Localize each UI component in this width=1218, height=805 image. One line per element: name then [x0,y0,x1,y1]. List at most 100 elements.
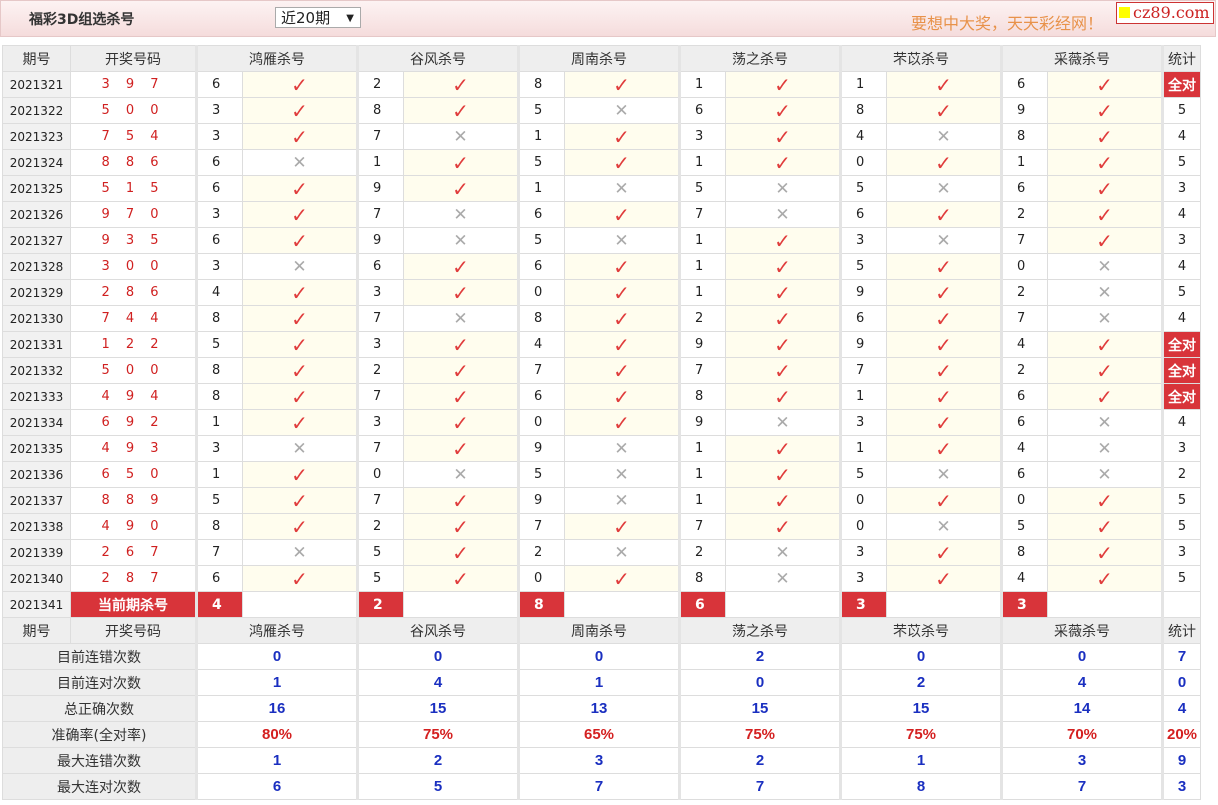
current-kill-number: 6 [678,591,726,618]
kill-number: 8 [1000,539,1048,566]
stat-cell: 5 [1161,513,1201,540]
period-cell: 2021334 [2,409,71,436]
col-expert: 周南杀号 [517,617,680,644]
kill-number: 5 [195,487,243,514]
stats-value: 0 [839,643,1002,670]
kill-number: 6 [356,253,404,280]
period-cell: 2021325 [2,175,71,202]
stats-value: 4 [1000,669,1163,696]
kill-number: 9 [1000,97,1048,124]
check-icon: ✓ [886,279,1002,306]
kill-number: 1 [356,149,404,176]
draw-number: 6 9 2 [70,409,197,436]
kill-number: 7 [356,305,404,332]
stats-value: 1 [195,747,358,774]
logo-square-icon [1119,7,1130,18]
stat-cell: 5 [1161,97,1201,124]
kill-number: 4 [1000,331,1048,358]
kill-number: 7 [1000,305,1048,332]
kill-number: 7 [356,201,404,228]
kill-number: 8 [678,383,726,410]
stat-cell: 3 [1161,175,1201,202]
site-logo[interactable]: cz89.com [1116,2,1214,24]
period-cell: 2021322 [2,97,71,124]
stats-value: 3 [1000,747,1163,774]
cross-icon: ✕ [242,253,358,280]
logo-text: cz89.com [1133,3,1210,22]
stats-value: 1 [195,669,358,696]
kill-number-table: 期号 开奖号码 鸿雁杀号 谷风杀号 周南杀号 荡之杀号 芣苡杀号 采薇杀号 统计 2021321 3… [2,45,1201,800]
check-icon: ✓ [725,461,841,488]
kill-number: 6 [517,383,565,410]
col-expert: 鸿雁杀号 [195,45,358,72]
stats-value: 2 [839,669,1002,696]
kill-number: 2 [678,305,726,332]
period-select[interactable]: 近20期 ▼ [275,7,361,28]
stat-cell: 全对 [1161,71,1201,98]
check-icon: ✓ [242,227,358,254]
kill-number: 2 [356,71,404,98]
col-expert: 采薇杀号 [1000,45,1163,72]
draw-number: 2 8 6 [70,279,197,306]
kill-number: 3 [839,227,887,254]
cross-icon: ✕ [886,461,1002,488]
stats-total: 0 [1161,669,1201,696]
draw-number: 9 3 5 [70,227,197,254]
kill-number: 7 [839,357,887,384]
kill-number: 8 [517,305,565,332]
kill-number: 7 [356,123,404,150]
check-icon: ✓ [725,513,841,540]
stats-value: 75% [678,721,841,748]
col-stat: 统计 [1161,617,1201,644]
kill-number: 9 [839,331,887,358]
current-kill-number: 3 [1000,591,1048,618]
cross-icon: ✕ [886,513,1002,540]
stats-label: 总正确次数 [2,695,197,722]
cross-icon: ✕ [1047,461,1163,488]
check-icon: ✓ [564,513,680,540]
stats-row: 目前连对次数 1 4 1 0 2 4 0 [2,669,1201,696]
period-cell: 2021340 [2,565,71,592]
check-icon: ✓ [886,357,1002,384]
cross-icon: ✕ [725,409,841,436]
check-icon: ✓ [242,461,358,488]
stats-value: 0 [356,643,519,670]
kill-number: 1 [678,149,726,176]
kill-number: 3 [356,409,404,436]
cross-icon: ✕ [403,305,519,332]
kill-number: 0 [1000,253,1048,280]
table-row: 2021332 5 0 0 8 ✓ 2 ✓ 7 ✓ 7 ✓ 7 ✓ 2 ✓ 全对 [2,357,1201,384]
kill-number: 8 [678,565,726,592]
stat-cell: 5 [1161,149,1201,176]
kill-number: 9 [678,409,726,436]
check-icon: ✓ [886,383,1002,410]
kill-number: 4 [839,123,887,150]
table-row: 2021324 8 8 6 6 ✕ 1 ✓ 5 ✓ 1 ✓ 0 ✓ 1 ✓ 5 [2,149,1201,176]
stats-value: 70% [1000,721,1163,748]
slogan: 要想中大奖，天天彩经网！ [910,14,1103,33]
check-icon: ✓ [886,305,1002,332]
table-row: 2021327 9 3 5 6 ✓ 9 ✕ 5 ✕ 1 ✓ 3 ✕ 7 ✓ 3 [2,227,1201,254]
stat-cell: 全对 [1161,383,1201,410]
kill-number: 9 [517,487,565,514]
kill-number: 0 [839,149,887,176]
check-icon: ✓ [725,487,841,514]
empty-cell [242,591,358,618]
check-icon: ✓ [886,435,1002,462]
stats-value: 0 [678,669,841,696]
kill-number: 2 [517,539,565,566]
stats-value: 7 [678,773,841,800]
empty-cell [1047,591,1163,618]
kill-number: 8 [1000,123,1048,150]
table-row: 2021322 5 0 0 3 ✓ 8 ✓ 5 ✕ 6 ✓ 8 ✓ 9 ✓ 5 [2,97,1201,124]
stats-value: 0 [517,643,680,670]
stats-value: 65% [517,721,680,748]
stats-value: 13 [517,695,680,722]
check-icon: ✓ [242,279,358,306]
check-icon: ✓ [725,357,841,384]
kill-number: 6 [517,253,565,280]
cross-icon: ✕ [886,123,1002,150]
stat-cell: 4 [1161,253,1201,280]
kill-number: 6 [195,149,243,176]
kill-number: 6 [1000,409,1048,436]
